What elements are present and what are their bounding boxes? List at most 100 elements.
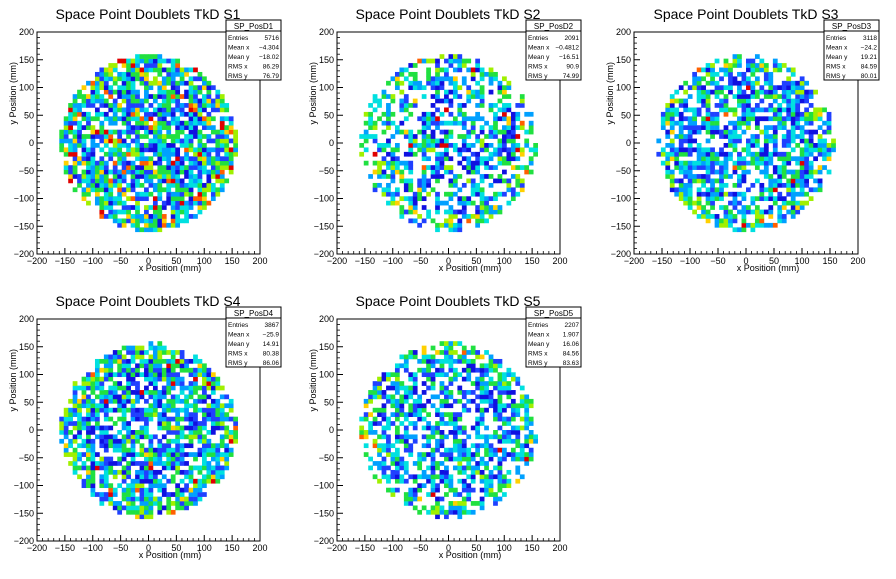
stats-box-name: SP_PosD1 <box>234 22 274 31</box>
x-tick-label: −100 <box>83 543 103 553</box>
heatmap-cell <box>86 111 91 117</box>
heatmap-cell <box>197 182 203 188</box>
heatmap-cell <box>130 487 136 493</box>
heatmap-cell <box>377 103 382 108</box>
heatmap-cell <box>215 381 221 386</box>
heatmap-cell <box>728 143 733 148</box>
stats-row-value: 90.9 <box>566 64 579 71</box>
heatmap-cell <box>457 218 463 224</box>
heatmap-cell <box>710 116 715 122</box>
heatmap-cell <box>126 169 131 175</box>
heatmap-cell <box>435 58 440 64</box>
heatmap-cell <box>728 134 733 139</box>
heatmap-cell <box>117 218 123 224</box>
heatmap-cell <box>381 169 387 175</box>
heatmap-cell <box>179 169 185 175</box>
heatmap-cell <box>117 89 123 95</box>
x-tick-label: −150 <box>55 256 75 266</box>
heatmap-cell <box>117 169 123 175</box>
heatmap-cell <box>170 191 176 197</box>
heatmap-cell <box>372 430 378 435</box>
heatmap-cell <box>502 156 507 162</box>
heatmap-cell <box>435 350 440 355</box>
heatmap-cell <box>524 403 530 409</box>
heatmap-cell <box>515 407 521 413</box>
heatmap-cell <box>139 425 145 431</box>
heatmap-cell <box>457 111 463 117</box>
heatmap-cell <box>377 98 382 104</box>
heatmap-cell <box>408 496 414 502</box>
heatmap-cell <box>157 421 163 426</box>
heatmap-cell <box>786 151 792 157</box>
x-tick-label: −150 <box>652 256 672 266</box>
x-tick-label: 50 <box>171 543 181 553</box>
heatmap-cell <box>421 469 427 475</box>
heatmap-cell <box>188 147 194 153</box>
heatmap-cell <box>741 205 747 210</box>
heatmap-cell <box>732 111 738 117</box>
heatmap-cell <box>781 214 787 219</box>
heatmap-cell <box>790 125 796 130</box>
heatmap-cell <box>126 363 131 369</box>
x-axis-label: x Position (mm) <box>439 550 502 560</box>
heatmap-cell <box>692 107 698 113</box>
heatmap-cell <box>497 381 503 386</box>
heatmap-cell <box>188 85 194 91</box>
heatmap-cell <box>466 160 472 166</box>
heatmap-cell <box>439 452 445 457</box>
y-tick-label: −150 <box>611 221 631 231</box>
heatmap-cell <box>108 89 114 95</box>
heatmap-cell <box>94 416 100 422</box>
heatmap-cell <box>470 501 476 506</box>
heatmap-cell <box>506 452 512 457</box>
heatmap-cell <box>687 165 693 170</box>
heatmap-cell <box>470 443 476 449</box>
heatmap-cell <box>493 191 498 197</box>
heatmap-cell <box>705 209 711 215</box>
heatmap-cell <box>506 107 512 113</box>
heatmap-cell <box>452 143 458 148</box>
heatmap-cell <box>108 425 114 431</box>
heatmap-cell <box>386 416 391 422</box>
heatmap-cell <box>435 496 440 502</box>
y-axis-label: y Position (mm) <box>605 62 615 125</box>
heatmap-cell <box>386 138 391 144</box>
heatmap-cell <box>94 165 100 170</box>
heatmap-cell <box>452 438 458 444</box>
heatmap-cell <box>723 111 729 117</box>
heatmap-cell <box>130 430 136 435</box>
heatmap-cell <box>457 200 463 206</box>
stats-row-label: Entries <box>228 35 249 42</box>
heatmap-cell <box>157 138 163 144</box>
heatmap-cell <box>126 394 131 400</box>
heatmap-cell <box>148 218 154 224</box>
plot-3: Space Point Doublets TkD S3−200−200−150−… <box>605 6 880 273</box>
heatmap-cell <box>103 358 109 364</box>
heatmap-cell <box>175 398 181 404</box>
stats-row-value: 2207 <box>565 322 580 329</box>
heatmap-cell <box>94 381 100 386</box>
heatmap-cell <box>202 363 207 369</box>
heatmap-cell <box>188 165 194 170</box>
heatmap-cell <box>746 187 751 193</box>
y-tick-label: 50 <box>24 397 34 407</box>
heatmap-cell <box>461 200 467 206</box>
heatmap-cell <box>692 116 698 122</box>
heatmap-cell <box>170 416 176 422</box>
heatmap-cell <box>687 200 693 206</box>
heatmap-cell <box>103 174 109 179</box>
heatmap-cell <box>112 138 118 144</box>
heatmap-cell <box>737 182 742 188</box>
heatmap-cell <box>219 416 225 422</box>
heatmap-cell <box>157 165 163 170</box>
heatmap-cell <box>210 196 216 202</box>
heatmap-cell <box>184 143 189 148</box>
heatmap-cell <box>444 447 449 453</box>
heatmap-cell <box>179 129 185 135</box>
heatmap-cell <box>161 358 167 364</box>
heatmap-cell <box>157 58 163 64</box>
heatmap-cell <box>732 147 738 153</box>
heatmap-cell <box>381 416 387 422</box>
heatmap-cell <box>175 465 181 471</box>
heatmap-cell <box>510 196 516 202</box>
